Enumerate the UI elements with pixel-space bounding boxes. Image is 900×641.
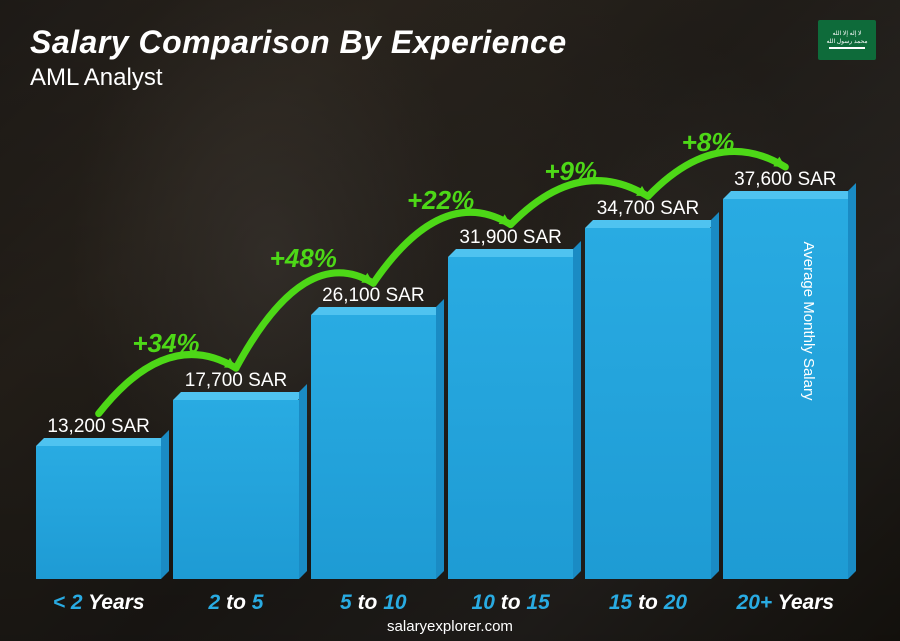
growth-arc-icon (0, 0, 900, 641)
chart-container: Salary Comparison By Experience AML Anal… (0, 0, 900, 641)
growth-percent-label: +8% (682, 127, 735, 158)
